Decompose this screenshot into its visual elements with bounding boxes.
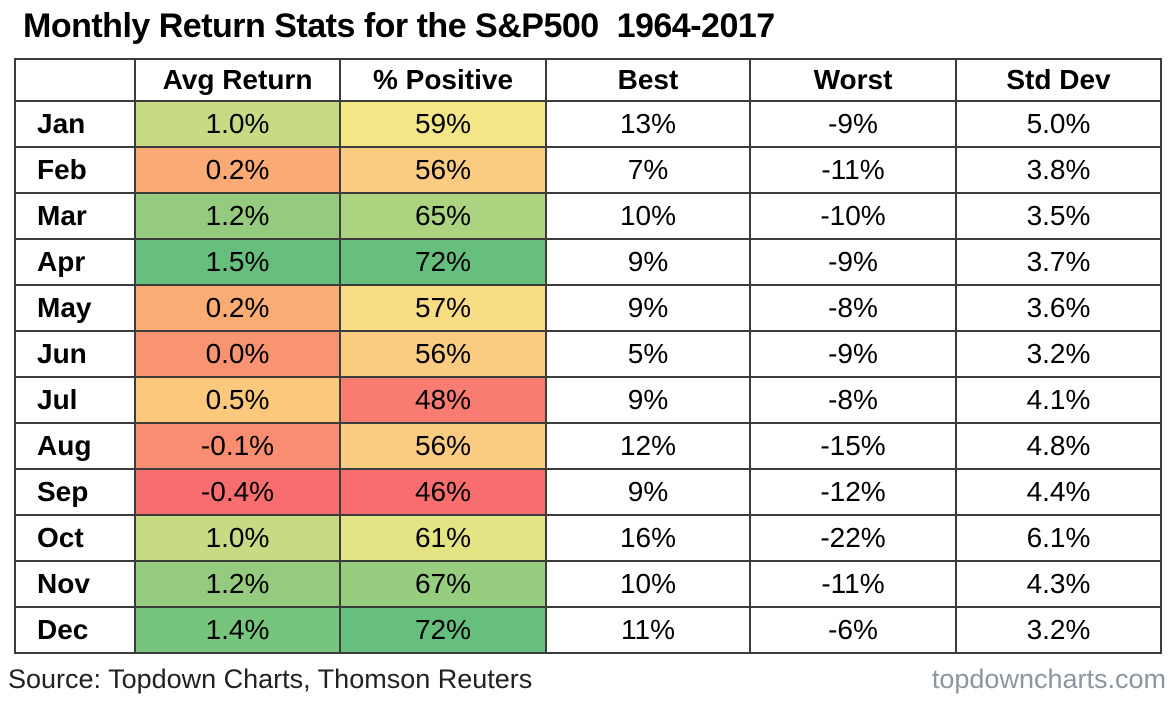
month-label: Feb <box>14 146 136 194</box>
table-row: Mar 1.2% 65% 10% -10% 3.5% <box>14 192 1162 240</box>
std-dev-cell: 6.1% <box>955 514 1162 562</box>
monthly-return-stats-table: Avg Return % Positive Best Worst Std Dev… <box>14 58 1162 654</box>
table-row: Aug -0.1% 56% 12% -15% 4.8% <box>14 422 1162 470</box>
best-cell: 5% <box>545 330 751 378</box>
pct-positive-cell: 67% <box>339 560 547 608</box>
avg-return-cell: 1.0% <box>134 100 341 148</box>
table-body: Jan 1.0% 59% 13% -9% 5.0% Feb 0.2% 56% 7… <box>14 100 1162 654</box>
worst-cell: -15% <box>749 422 957 470</box>
pct-positive-cell: 59% <box>339 100 547 148</box>
table-row: Dec 1.4% 72% 11% -6% 3.2% <box>14 606 1162 654</box>
worst-cell: -11% <box>749 146 957 194</box>
month-label: May <box>14 284 136 332</box>
month-label: Aug <box>14 422 136 470</box>
table-row: Nov 1.2% 67% 10% -11% 4.3% <box>14 560 1162 608</box>
worst-cell: -9% <box>749 238 957 286</box>
best-cell: 10% <box>545 192 751 240</box>
std-dev-cell: 3.8% <box>955 146 1162 194</box>
footer: Source: Topdown Charts, Thomson Reuters … <box>8 664 1166 695</box>
table-row: Sep -0.4% 46% 9% -12% 4.4% <box>14 468 1162 516</box>
table-row: Jul 0.5% 48% 9% -8% 4.1% <box>14 376 1162 424</box>
std-dev-cell: 3.2% <box>955 606 1162 654</box>
month-label: Nov <box>14 560 136 608</box>
pct-positive-cell: 65% <box>339 192 547 240</box>
std-dev-cell: 3.2% <box>955 330 1162 378</box>
best-cell: 9% <box>545 284 751 332</box>
table-header-row: Avg Return % Positive Best Worst Std Dev <box>14 58 1162 102</box>
best-cell: 11% <box>545 606 751 654</box>
worst-cell: -12% <box>749 468 957 516</box>
pct-positive-cell: 46% <box>339 468 547 516</box>
website-watermark: topdowncharts.com <box>931 664 1166 694</box>
worst-cell: -9% <box>749 330 957 378</box>
worst-cell: -22% <box>749 514 957 562</box>
month-label: Apr <box>14 238 136 286</box>
month-label: Jan <box>14 100 136 148</box>
avg-return-cell: 0.2% <box>134 146 341 194</box>
column-header-avg-return: Avg Return <box>134 58 341 102</box>
avg-return-cell: 1.0% <box>134 514 341 562</box>
column-header-std-dev: Std Dev <box>955 58 1162 102</box>
worst-cell: -10% <box>749 192 957 240</box>
worst-cell: -8% <box>749 284 957 332</box>
worst-cell: -6% <box>749 606 957 654</box>
pct-positive-cell: 72% <box>339 606 547 654</box>
best-cell: 7% <box>545 146 751 194</box>
table-row: Oct 1.0% 61% 16% -22% 6.1% <box>14 514 1162 562</box>
avg-return-cell: 0.2% <box>134 284 341 332</box>
best-cell: 16% <box>545 514 751 562</box>
avg-return-cell: -0.1% <box>134 422 341 470</box>
month-label: Dec <box>14 606 136 654</box>
month-label: Oct <box>14 514 136 562</box>
column-header-pct-positive: % Positive <box>339 58 547 102</box>
month-label: Jun <box>14 330 136 378</box>
std-dev-cell: 4.4% <box>955 468 1162 516</box>
best-cell: 9% <box>545 376 751 424</box>
worst-cell: -11% <box>749 560 957 608</box>
pct-positive-cell: 56% <box>339 422 547 470</box>
pct-positive-cell: 61% <box>339 514 547 562</box>
best-cell: 9% <box>545 468 751 516</box>
avg-return-cell: 1.5% <box>134 238 341 286</box>
pct-positive-cell: 57% <box>339 284 547 332</box>
best-cell: 13% <box>545 100 751 148</box>
pct-positive-cell: 72% <box>339 238 547 286</box>
worst-cell: -9% <box>749 100 957 148</box>
avg-return-cell: 1.4% <box>134 606 341 654</box>
std-dev-cell: 3.7% <box>955 238 1162 286</box>
std-dev-cell: 3.5% <box>955 192 1162 240</box>
month-label: Sep <box>14 468 136 516</box>
table-row: Jun 0.0% 56% 5% -9% 3.2% <box>14 330 1162 378</box>
pct-positive-cell: 48% <box>339 376 547 424</box>
month-label: Mar <box>14 192 136 240</box>
month-label: Jul <box>14 376 136 424</box>
column-header-month <box>14 58 136 102</box>
worst-cell: -8% <box>749 376 957 424</box>
table-row: Jan 1.0% 59% 13% -9% 5.0% <box>14 100 1162 148</box>
column-header-worst: Worst <box>749 58 957 102</box>
avg-return-cell: 0.0% <box>134 330 341 378</box>
avg-return-cell: 1.2% <box>134 560 341 608</box>
std-dev-cell: 3.6% <box>955 284 1162 332</box>
best-cell: 12% <box>545 422 751 470</box>
avg-return-cell: 0.5% <box>134 376 341 424</box>
pct-positive-cell: 56% <box>339 146 547 194</box>
avg-return-cell: 1.2% <box>134 192 341 240</box>
table-row: Feb 0.2% 56% 7% -11% 3.8% <box>14 146 1162 194</box>
avg-return-cell: -0.4% <box>134 468 341 516</box>
table-row: Apr 1.5% 72% 9% -9% 3.7% <box>14 238 1162 286</box>
best-cell: 10% <box>545 560 751 608</box>
std-dev-cell: 4.3% <box>955 560 1162 608</box>
source-attribution: Source: Topdown Charts, Thomson Reuters <box>8 664 533 694</box>
std-dev-cell: 4.8% <box>955 422 1162 470</box>
column-header-best: Best <box>545 58 751 102</box>
std-dev-cell: 4.1% <box>955 376 1162 424</box>
pct-positive-cell: 56% <box>339 330 547 378</box>
best-cell: 9% <box>545 238 751 286</box>
table-row: May 0.2% 57% 9% -8% 3.6% <box>14 284 1162 332</box>
std-dev-cell: 5.0% <box>955 100 1162 148</box>
chart-title: Monthly Return Stats for the S&P500 1964… <box>23 7 775 45</box>
